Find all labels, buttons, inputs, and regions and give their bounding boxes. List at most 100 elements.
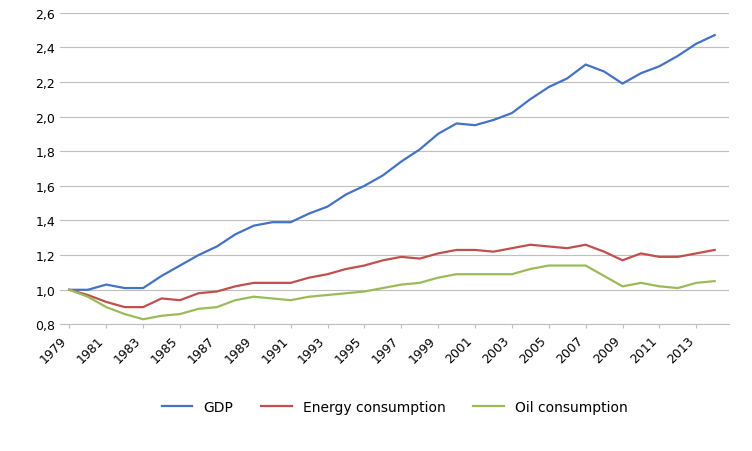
GDP [360,184,369,189]
Energy consumption [599,249,608,255]
Oil consumption [434,275,443,281]
GDP [286,220,295,226]
Energy consumption [489,249,498,255]
GDP [397,160,406,165]
Oil consumption [618,284,627,290]
Energy consumption [360,263,369,269]
Energy consumption [249,281,258,286]
GDP [471,123,480,129]
Oil consumption [526,267,535,272]
GDP [544,85,553,91]
Oil consumption [65,287,74,293]
GDP [83,287,92,293]
Oil consumption [341,291,350,296]
Oil consumption [397,282,406,288]
Energy consumption [655,254,664,260]
Oil consumption [581,263,590,269]
GDP [526,97,535,103]
Energy consumption [673,254,682,260]
GDP [138,286,147,291]
Oil consumption [636,281,645,286]
GDP [102,282,111,288]
GDP [710,33,719,39]
Oil consumption [415,281,424,286]
GDP [231,232,240,238]
GDP [212,244,221,249]
Legend: GDP, Energy consumption, Oil consumption: GDP, Energy consumption, Oil consumption [162,400,628,414]
Oil consumption [489,272,498,277]
Oil consumption [323,293,332,298]
Energy consumption [508,246,517,251]
Energy consumption [194,291,203,296]
Energy consumption [618,258,627,263]
Energy consumption [636,251,645,257]
Oil consumption [83,295,92,300]
Oil consumption [231,298,240,303]
Energy consumption [452,248,461,253]
Energy consumption [526,243,535,248]
Energy consumption [471,248,480,253]
Energy consumption [231,284,240,290]
Line: Energy consumption: Energy consumption [69,245,714,308]
Energy consumption [415,256,424,262]
Oil consumption [378,286,387,291]
GDP [194,253,203,258]
Energy consumption [120,305,129,310]
Oil consumption [138,317,147,322]
GDP [673,54,682,60]
Oil consumption [471,272,480,277]
Oil consumption [655,284,664,290]
Oil consumption [508,272,517,277]
Energy consumption [692,251,701,257]
Energy consumption [562,246,572,251]
GDP [489,118,498,124]
Energy consumption [212,289,221,295]
Oil consumption [194,307,203,312]
Energy consumption [157,296,166,301]
Oil consumption [692,281,701,286]
Oil consumption [268,296,277,301]
GDP [323,204,332,210]
Energy consumption [83,293,92,298]
Energy consumption [397,254,406,260]
Oil consumption [249,295,258,300]
GDP [175,263,184,269]
Energy consumption [544,244,553,249]
GDP [120,286,129,291]
Oil consumption [305,295,314,300]
GDP [452,121,461,127]
GDP [599,69,608,75]
Oil consumption [544,263,553,269]
Energy consumption [286,281,295,286]
Oil consumption [599,274,608,279]
Oil consumption [360,289,369,295]
Oil consumption [286,298,295,303]
Line: Oil consumption: Oil consumption [69,266,714,319]
Energy consumption [268,281,277,286]
GDP [249,223,258,229]
GDP [268,220,277,226]
Oil consumption [102,305,111,310]
Oil consumption [212,305,221,310]
Energy consumption [341,267,350,272]
Energy consumption [102,299,111,305]
GDP [157,274,166,279]
Oil consumption [120,312,129,317]
GDP [692,42,701,47]
Oil consumption [710,279,719,284]
GDP [618,82,627,87]
Energy consumption [175,298,184,303]
GDP [581,63,590,68]
GDP [655,64,664,70]
Energy consumption [434,251,443,257]
Oil consumption [175,312,184,317]
GDP [65,287,74,293]
Oil consumption [673,286,682,291]
Energy consumption [323,272,332,277]
Energy consumption [305,275,314,281]
Energy consumption [65,287,74,293]
GDP [341,192,350,198]
Oil consumption [452,272,461,277]
GDP [508,111,517,116]
GDP [434,132,443,137]
